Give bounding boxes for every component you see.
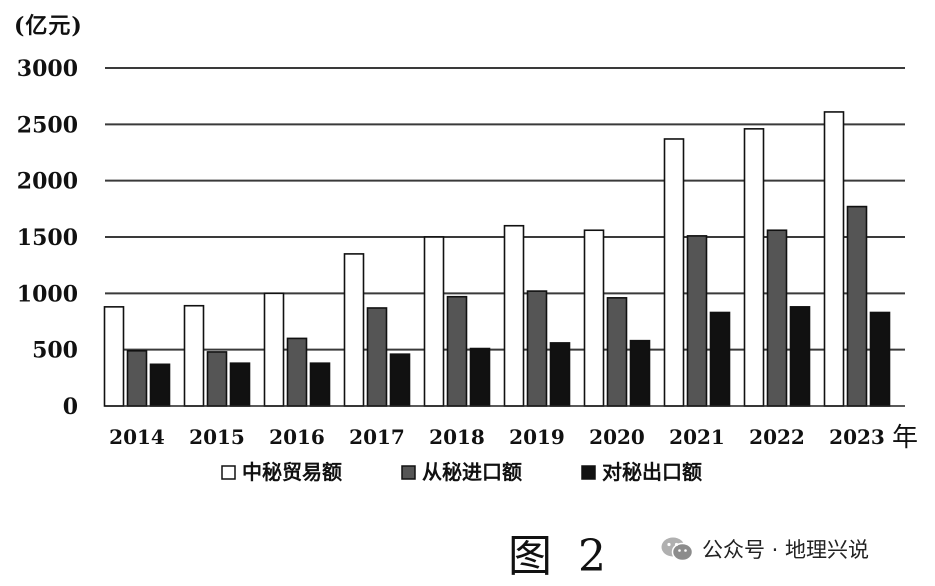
wechat-icon: [661, 537, 694, 562]
bar: [869, 311, 891, 407]
bar: [789, 306, 811, 407]
bar: [389, 353, 411, 407]
bar: [229, 362, 251, 407]
bar: [823, 111, 845, 407]
y-tick-label: 0: [63, 394, 78, 420]
x-axis-unit-label: 年: [892, 423, 918, 453]
legend-swatch: [221, 465, 236, 480]
watermark: 公众号 · 地理兴说: [660, 534, 869, 564]
bar: [766, 229, 788, 407]
bar: [686, 235, 708, 407]
legend-label: 中秘贸易额: [242, 460, 342, 484]
x-tick-label: 2021: [669, 425, 725, 449]
bar: [423, 236, 445, 407]
bar: [663, 138, 685, 407]
bar: [583, 229, 605, 407]
y-tick-label: 3000: [17, 56, 78, 82]
bar: [309, 362, 331, 407]
bar: [126, 349, 148, 407]
bar: [446, 295, 468, 407]
bar: [469, 347, 491, 407]
x-tick-label: 2015: [189, 425, 245, 449]
bar: [526, 290, 548, 407]
bar: [343, 253, 365, 407]
x-tick-label: 2018: [429, 425, 485, 449]
y-axis-unit-label: (亿元): [14, 13, 83, 39]
y-tick-label: 1000: [17, 281, 78, 307]
x-tick-label: 2014: [109, 425, 165, 449]
legend-swatch: [581, 465, 596, 480]
bar: [366, 307, 388, 407]
y-tick-label: 1500: [17, 225, 78, 251]
bar: [206, 351, 228, 407]
bar: [503, 224, 525, 407]
y-tick-label: 2500: [17, 112, 78, 138]
bar: [606, 297, 628, 407]
y-tick-label: 2000: [17, 169, 78, 195]
x-tick-label: 2019: [509, 425, 565, 449]
bar: [743, 128, 765, 407]
legend-swatch: [401, 465, 416, 480]
bar: [846, 205, 868, 407]
bar: [629, 339, 651, 407]
x-tick-label: 2022: [749, 425, 805, 449]
bar: [103, 306, 125, 407]
bar-chart: 0 500 1000 1500 2000 2500 3000 2014 2015 2016 2017…: [17, 56, 918, 484]
legend-label: 从秘进口额: [422, 460, 522, 484]
bar: [183, 304, 205, 407]
bar: [709, 311, 731, 407]
legend-label: 对秘出口额: [602, 460, 702, 484]
bar: [549, 342, 571, 407]
figure-label: 图 2: [508, 531, 612, 582]
bar: [263, 292, 285, 407]
x-tick-label: 2020: [589, 425, 645, 449]
x-tick-label: 2017: [349, 425, 405, 449]
y-tick-label: 500: [32, 338, 78, 364]
bar: [286, 337, 308, 407]
bar: [149, 363, 171, 407]
x-tick-label: 2023: [829, 425, 885, 449]
watermark-text: 公众号 · 地理兴说: [702, 538, 870, 562]
x-tick-label: 2016: [269, 425, 325, 449]
